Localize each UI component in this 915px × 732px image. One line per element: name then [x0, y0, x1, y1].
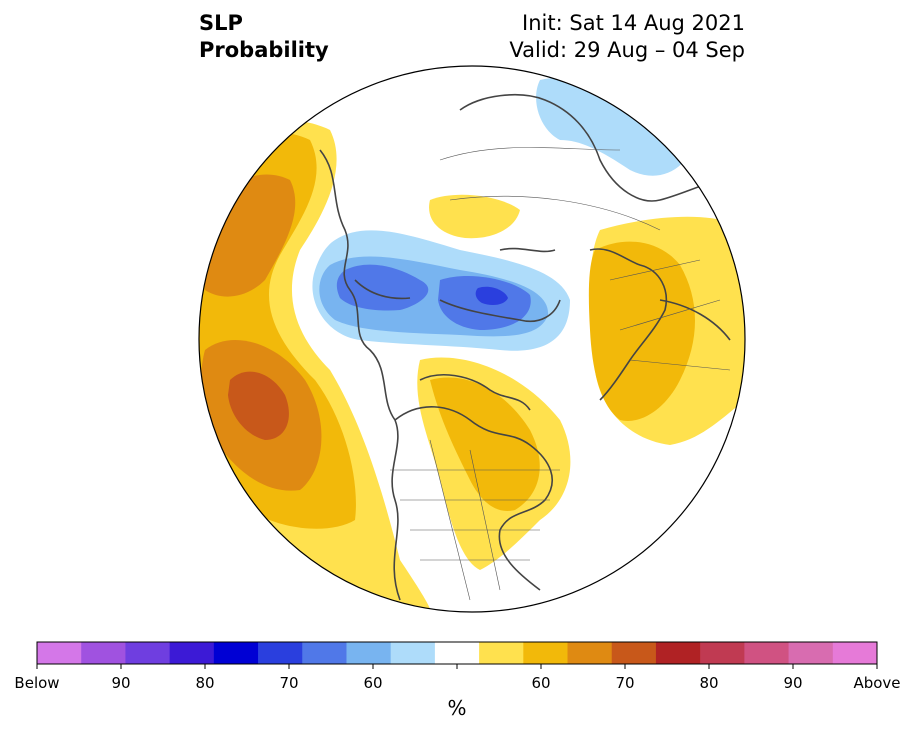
colorbar-cell: [434, 642, 480, 664]
canada-above-mid: [430, 377, 540, 511]
init-date: Init: Sat 14 Aug 2021: [522, 11, 745, 35]
colorbar: [36, 641, 878, 669]
colorbar-cell: [655, 642, 701, 664]
polar-map: [198, 65, 746, 613]
colorbar-cell: [346, 642, 392, 664]
colorbar-cell: [258, 642, 303, 664]
globe-outline: [198, 65, 746, 613]
map-title: SLP Probability: [199, 10, 329, 64]
europe-above-mid: [588, 241, 695, 421]
colorbar-label-above-80: 80: [699, 674, 719, 692]
colorbar-label-above-70: 70: [615, 674, 635, 692]
colorbar-label-above-90: 90: [783, 674, 803, 692]
colorbar-label-below-70: 70: [279, 674, 299, 692]
coastlines: [319, 94, 731, 601]
valid-period: Valid: 29 Aug – 04 Sep: [509, 38, 745, 62]
arctic-below-deep: [475, 286, 508, 306]
colorbar-cell: [213, 642, 259, 664]
colorbar-cell: [744, 642, 790, 664]
colorbar-cell: [788, 642, 834, 664]
colorbar-cell: [169, 642, 215, 664]
colorbar-cell: [37, 642, 82, 664]
colorbar-cell: [611, 642, 657, 664]
colorbar-cells: [37, 642, 878, 664]
colorbar-label-below-60: 60: [363, 674, 383, 692]
colorbar-cell: [81, 642, 126, 664]
colorbar-label-above: Above: [853, 674, 901, 692]
colorbar-cell: [302, 642, 347, 664]
colorbar-label-above-60: 60: [531, 674, 551, 692]
colorbar-cell: [567, 642, 613, 664]
colorbar-cell: [125, 642, 171, 664]
colorbar-cell: [832, 642, 878, 664]
pacific-above-deep: [228, 371, 289, 440]
title-product: Probability: [199, 38, 329, 62]
colorbar-cell: [523, 642, 569, 664]
colorbar-label-below-80: 80: [195, 674, 215, 692]
colorbar-label-below-90: 90: [111, 674, 131, 692]
map-dates: Init: Sat 14 Aug 2021 Valid: 29 Aug – 04…: [509, 10, 745, 64]
colorbar-cell: [390, 642, 436, 664]
colorbar-cell: [479, 642, 524, 664]
title-variable: SLP: [199, 11, 243, 35]
probability-field: [199, 66, 745, 612]
colorbar-cell: [700, 642, 745, 664]
colorbar-label-below: Below: [14, 674, 60, 692]
eurasia-below-light: [536, 77, 700, 176]
borders: [390, 147, 731, 601]
colorbar-unit: %: [447, 696, 467, 720]
siberia-above-light: [429, 194, 520, 239]
colorbar-ticks: [36, 664, 878, 669]
